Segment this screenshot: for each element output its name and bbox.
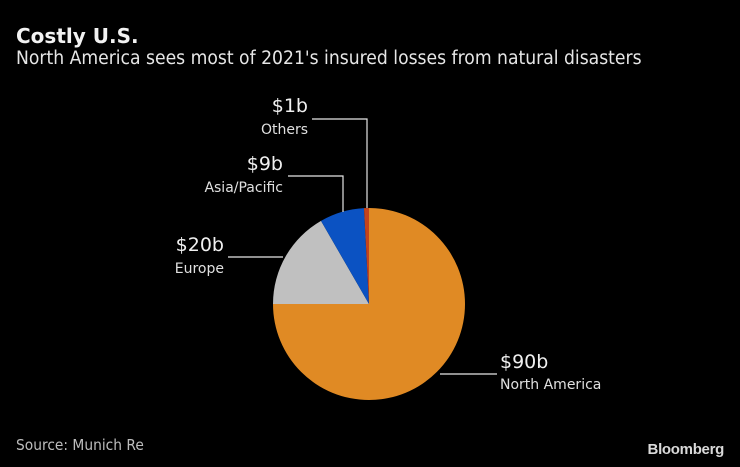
data-label-north-america-name: North America	[500, 377, 601, 393]
chart-subtitle: North America sees most of 2021's insure…	[16, 48, 642, 69]
source-note: Source: Munich Re	[16, 436, 144, 454]
pie-slice-asia-pacific	[321, 208, 369, 304]
leader-line-others	[312, 118, 368, 208]
leader-lines	[228, 118, 497, 375]
pie-slice-europe	[273, 220, 369, 304]
data-label-asia-pacific-name: Asia/Pacific	[204, 180, 283, 196]
data-label-europe-name: Europe	[175, 261, 224, 277]
pie-slice-others	[363, 208, 369, 304]
data-labels: $1b Others $9b Asia/Pacific $20b Europe …	[175, 95, 602, 393]
data-label-others-name: Others	[261, 122, 308, 138]
data-label-asia-pacific-value: $9b	[247, 153, 283, 175]
bloomberg-logo: Bloomberg	[647, 441, 725, 458]
data-label-others-value: $1b	[272, 95, 308, 117]
leader-line-asia-pacific	[288, 175, 344, 212]
data-label-europe-value: $20b	[176, 234, 224, 256]
pie-slices	[273, 208, 465, 400]
data-label-north-america-value: $90b	[500, 351, 548, 373]
chart-title: Costly U.S.	[16, 24, 139, 48]
